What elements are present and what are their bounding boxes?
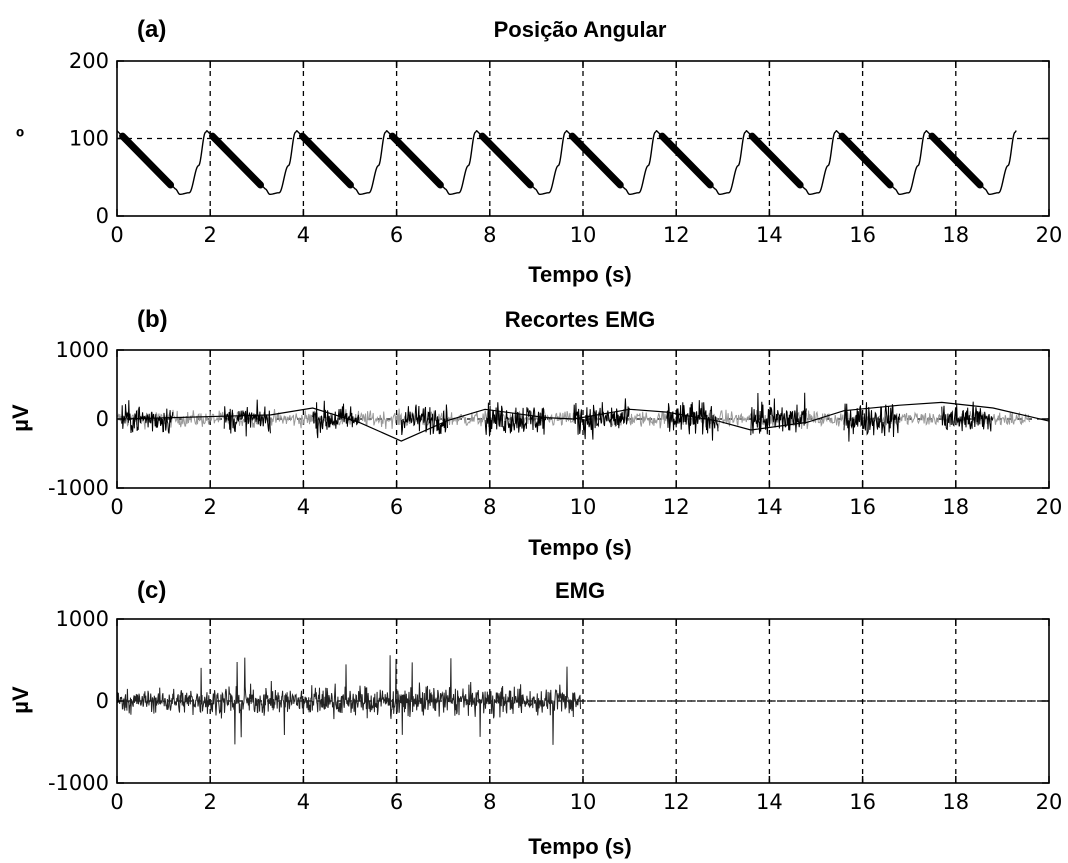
- x-tick-label: 14: [756, 495, 783, 519]
- x-tick-label: 20: [1036, 223, 1063, 247]
- panel-emg: (c) EMG Tempo (s) µV 0 2 4 6 8 10 12 14 16 18 20 -1…: [8, 577, 1063, 859]
- emg-trace: [116, 655, 581, 745]
- x-tick-label: 0: [110, 223, 123, 247]
- panel-c-title: EMG: [555, 578, 605, 603]
- y-tick-label: -1000: [48, 476, 109, 500]
- x-tick-label: 6: [390, 790, 403, 814]
- panel-c-xlabel: Tempo (s): [528, 834, 631, 859]
- panel-b-title: Recortes EMG: [505, 307, 655, 332]
- x-tick-label: 14: [756, 790, 783, 814]
- x-tick-label: 20: [1036, 495, 1063, 519]
- x-tick-label: 16: [849, 223, 876, 247]
- angle-segment: [298, 132, 354, 189]
- panel-c-plot: [116, 655, 1049, 745]
- x-tick-label: 10: [570, 223, 597, 247]
- emg-burst: [573, 398, 630, 440]
- panel-b-frame: [116, 349, 1050, 489]
- angle-segment: [928, 132, 984, 189]
- y-tick-label: 0: [96, 689, 109, 713]
- x-tick-label: 16: [849, 495, 876, 519]
- panel-a-letter: (a): [137, 16, 166, 43]
- panel-b-ylabel: µV: [8, 404, 33, 432]
- x-tick-label: 16: [849, 790, 876, 814]
- panel-b-grid: [117, 350, 1049, 488]
- y-tick-label: 200: [69, 49, 109, 73]
- panel-c-letter: (c): [137, 577, 166, 604]
- angle-segment: [478, 132, 534, 189]
- emg-burst: [484, 402, 547, 437]
- x-tick-label: 12: [663, 495, 690, 519]
- emg-burst: [223, 399, 271, 437]
- y-tick-label: 1000: [56, 607, 109, 631]
- x-tick-label: 12: [663, 790, 690, 814]
- y-tick-label: 1000: [56, 338, 109, 362]
- x-tick-label: 4: [297, 495, 310, 519]
- panel-emg-cuts: (b) Recortes EMG Tempo (s) µV 0 2 4 6 8 10 12 1…: [8, 306, 1063, 560]
- panel-a-plot: [116, 129, 1017, 196]
- x-tick-label: 10: [570, 495, 597, 519]
- emg-burst: [121, 400, 174, 434]
- x-tick-label: 18: [942, 790, 969, 814]
- panel-angular-position: (a) Posição Angular Tempo (s) º 0 2 4 6 8 10 1…: [16, 16, 1062, 287]
- x-tick-label: 18: [942, 495, 969, 519]
- x-tick-label: 20: [1036, 790, 1063, 814]
- x-tick-label: 8: [483, 495, 496, 519]
- x-tick-label: 6: [390, 223, 403, 247]
- angle-segment: [838, 132, 894, 189]
- x-tick-label: 0: [110, 495, 123, 519]
- panel-a-ylabel: º: [16, 124, 24, 149]
- angle-segment: [568, 132, 624, 189]
- angle-segment: [658, 132, 714, 189]
- panel-a-frame: [116, 60, 1050, 217]
- emg-burst: [312, 400, 360, 439]
- panel-a-title: Posição Angular: [494, 17, 667, 42]
- panel-a-xlabel: Tempo (s): [528, 262, 631, 287]
- x-tick-label: 2: [204, 495, 217, 519]
- x-tick-label: 8: [483, 223, 496, 247]
- panel-b-plot: [116, 392, 1050, 442]
- x-tick-label: 8: [483, 790, 496, 814]
- angle-segment: [209, 132, 265, 189]
- panel-c-frame: [116, 618, 1050, 784]
- y-tick-label: -1000: [48, 771, 109, 795]
- emg-burst: [843, 402, 900, 442]
- angle-segment: [119, 132, 175, 189]
- x-tick-label: 0: [110, 790, 123, 814]
- x-tick-label: 2: [204, 790, 217, 814]
- panel-c-ylabel: µV: [8, 686, 33, 714]
- emg-burst: [400, 404, 448, 436]
- x-tick-label: 12: [663, 223, 690, 247]
- panel-b-xlabel: Tempo (s): [528, 535, 631, 560]
- emg-burst: [666, 400, 719, 441]
- x-tick-label: 2: [204, 223, 217, 247]
- x-tick-label: 18: [942, 223, 969, 247]
- angle-segment: [388, 132, 444, 189]
- angle-segment: [748, 132, 804, 189]
- panel-b-letter: (b): [137, 306, 168, 333]
- x-tick-label: 10: [570, 790, 597, 814]
- emg-burst: [750, 392, 807, 436]
- connector-line: [121, 401, 1050, 442]
- y-tick-label: 100: [69, 127, 109, 151]
- y-tick-label: 0: [96, 204, 109, 228]
- x-tick-label: 4: [297, 223, 310, 247]
- emg-burst: [941, 401, 994, 432]
- y-tick-label: 0: [96, 407, 109, 431]
- angle-line: [116, 129, 1017, 196]
- x-tick-label: 14: [756, 223, 783, 247]
- x-tick-label: 4: [297, 790, 310, 814]
- x-tick-label: 6: [390, 495, 403, 519]
